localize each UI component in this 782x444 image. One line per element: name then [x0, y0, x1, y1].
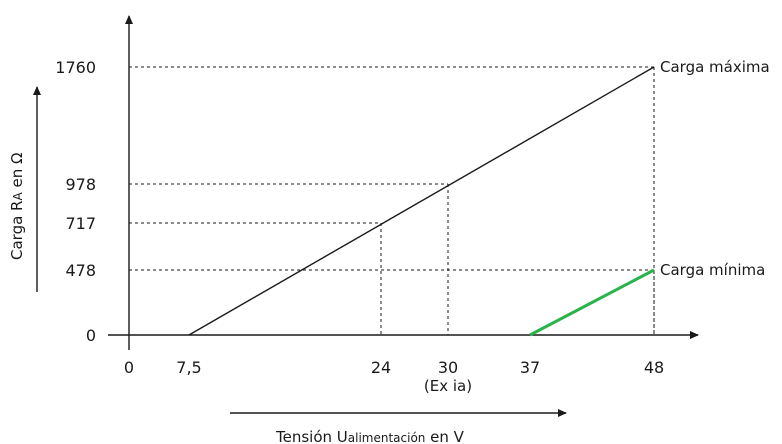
- x-tick-label-3: 30: [438, 358, 458, 377]
- x-tick-label-2: 24: [371, 358, 391, 377]
- y-axis-title: Carga RA en Ω: [8, 153, 26, 260]
- x-tick-label-0: 0: [124, 358, 134, 377]
- series-label-1: Carga mínima: [660, 261, 765, 279]
- series-labels: Carga máxima Carga mínima: [660, 58, 770, 279]
- y-tick-label-3: 978: [65, 175, 96, 194]
- y-tick-label-2: 717: [65, 214, 96, 233]
- x-tick-note: (Ex ia): [424, 377, 472, 395]
- y-tick-label-1: 478: [65, 261, 96, 280]
- series-label-0: Carga máxima: [660, 58, 770, 76]
- y-tick-label-0: 0: [86, 326, 96, 345]
- y-tick-label-4: 1760: [55, 58, 96, 77]
- x-axis-title: Tensión Ualimentación en V: [275, 428, 465, 444]
- series-lines: [188, 66, 655, 337]
- x-tick-labels: 0 7,5 24 30 37 48 (Ex ia): [124, 358, 664, 395]
- guide-lines: [129, 66, 655, 335]
- x-tick-label-1: 7,5: [176, 358, 201, 377]
- x-tick-label-5: 48: [644, 358, 664, 377]
- x-tick-label-4: 37: [520, 358, 540, 377]
- y-tick-labels: 0 478 717 978 1760: [55, 58, 96, 345]
- series-line-1: [529, 268, 655, 337]
- series-line-0: [188, 66, 655, 336]
